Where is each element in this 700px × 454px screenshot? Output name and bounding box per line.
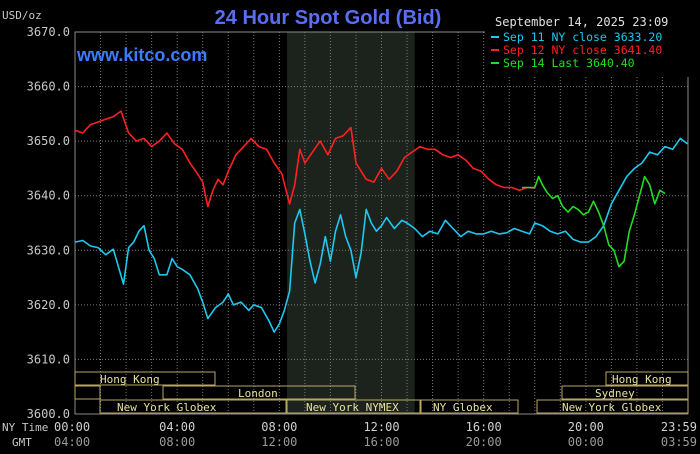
session-box-hong-kong	[74, 371, 216, 386]
session-label-hong-kong: Hong Kong	[100, 373, 160, 386]
x-tick-label-ny: 20:00	[568, 420, 604, 434]
trading-sessions: Hong Kong Hong Kong London Sydney New Yo…	[74, 371, 689, 414]
session-label-ny-globex: New York Globex	[117, 401, 217, 414]
session-label-ny-globex-3: New York Globex	[562, 401, 662, 414]
y-tick-label: 3670.0	[27, 25, 70, 39]
x-tick-label-ny: 04:00	[159, 420, 195, 434]
legend-entry: Sep 12 NY close 3641.40	[503, 43, 662, 57]
x-tick-label-ny: 16:00	[466, 420, 502, 434]
x-tick-label-gmt: 03:59	[661, 435, 697, 449]
chart-title: 24 Hour Spot Gold (Bid)	[215, 7, 442, 29]
series-line-sep12	[74, 110, 535, 208]
session-label-sydney: Sydney	[595, 387, 635, 400]
session-label-hong-kong-2: Hong Kong	[612, 373, 672, 386]
x-tick-label-gmt: 12:00	[261, 435, 297, 449]
y-tick-label: 3650.0	[27, 134, 70, 148]
unit-label: USD/oz	[2, 9, 42, 22]
x-axis-tick-labels: 00:0004:0004:0008:0008:0012:0012:0016:00…	[54, 420, 697, 449]
session-label-ny-globex-2: NY Globex	[433, 401, 493, 414]
price-series	[74, 110, 688, 333]
legend-entry: Sep 11 NY close 3633.20	[503, 30, 662, 44]
legend-box	[485, 30, 690, 77]
x-tick-label-ny: 00:00	[54, 420, 90, 434]
session-box-ny-globex-3	[536, 399, 689, 414]
legend-entry: Sep 14 Last 3640.40	[503, 56, 635, 70]
session-box-london-spacer	[74, 385, 101, 400]
gmt-label: GMT	[12, 436, 32, 449]
x-tick-label-ny: 23:59	[661, 420, 697, 434]
y-tick-label: 3660.0	[27, 80, 70, 94]
y-tick-label: 3620.0	[27, 298, 70, 312]
x-tick-label-gmt: 08:00	[159, 435, 195, 449]
y-tick-label: 3640.0	[27, 189, 70, 203]
ny-time-label: NY Time	[2, 421, 48, 434]
x-tick-label-gmt: 00:00	[568, 435, 604, 449]
nymex-session-shade	[286, 32, 415, 414]
x-tick-label-ny: 12:00	[363, 420, 399, 434]
session-box-london	[162, 385, 356, 400]
series-line-sep14	[522, 175, 666, 268]
session-label-ny-nymex: New York NYMEX	[306, 401, 399, 414]
plot-frame	[74, 31, 689, 415]
session-box-hong-kong-2	[605, 371, 689, 386]
x-tick-label-gmt: 20:00	[466, 435, 502, 449]
x-tick-label-gmt: 16:00	[363, 435, 399, 449]
session-box-ny-globex-2	[420, 399, 519, 414]
chart-datetime: September 14, 2025 23:09	[495, 15, 668, 29]
session-box-sydney	[561, 385, 689, 400]
series-line-sep11	[74, 137, 688, 333]
session-label-london: London	[238, 387, 278, 400]
session-box-ny-nymex	[286, 399, 421, 414]
y-axis-tick-labels: 3670.0 3660.0 3650.0 3640.0 3630.0 3620.0 3610…	[27, 25, 70, 421]
site-watermark: www.kitco.com	[76, 45, 207, 65]
y-tick-label: 3630.0	[27, 243, 70, 257]
x-tick-label-gmt: 04:00	[54, 435, 90, 449]
x-tick-label-ny: 08:00	[261, 420, 297, 434]
y-tick-label: 3600.0	[27, 407, 70, 421]
y-tick-label: 3610.0	[27, 352, 70, 366]
session-box-ny-globex	[99, 399, 287, 414]
